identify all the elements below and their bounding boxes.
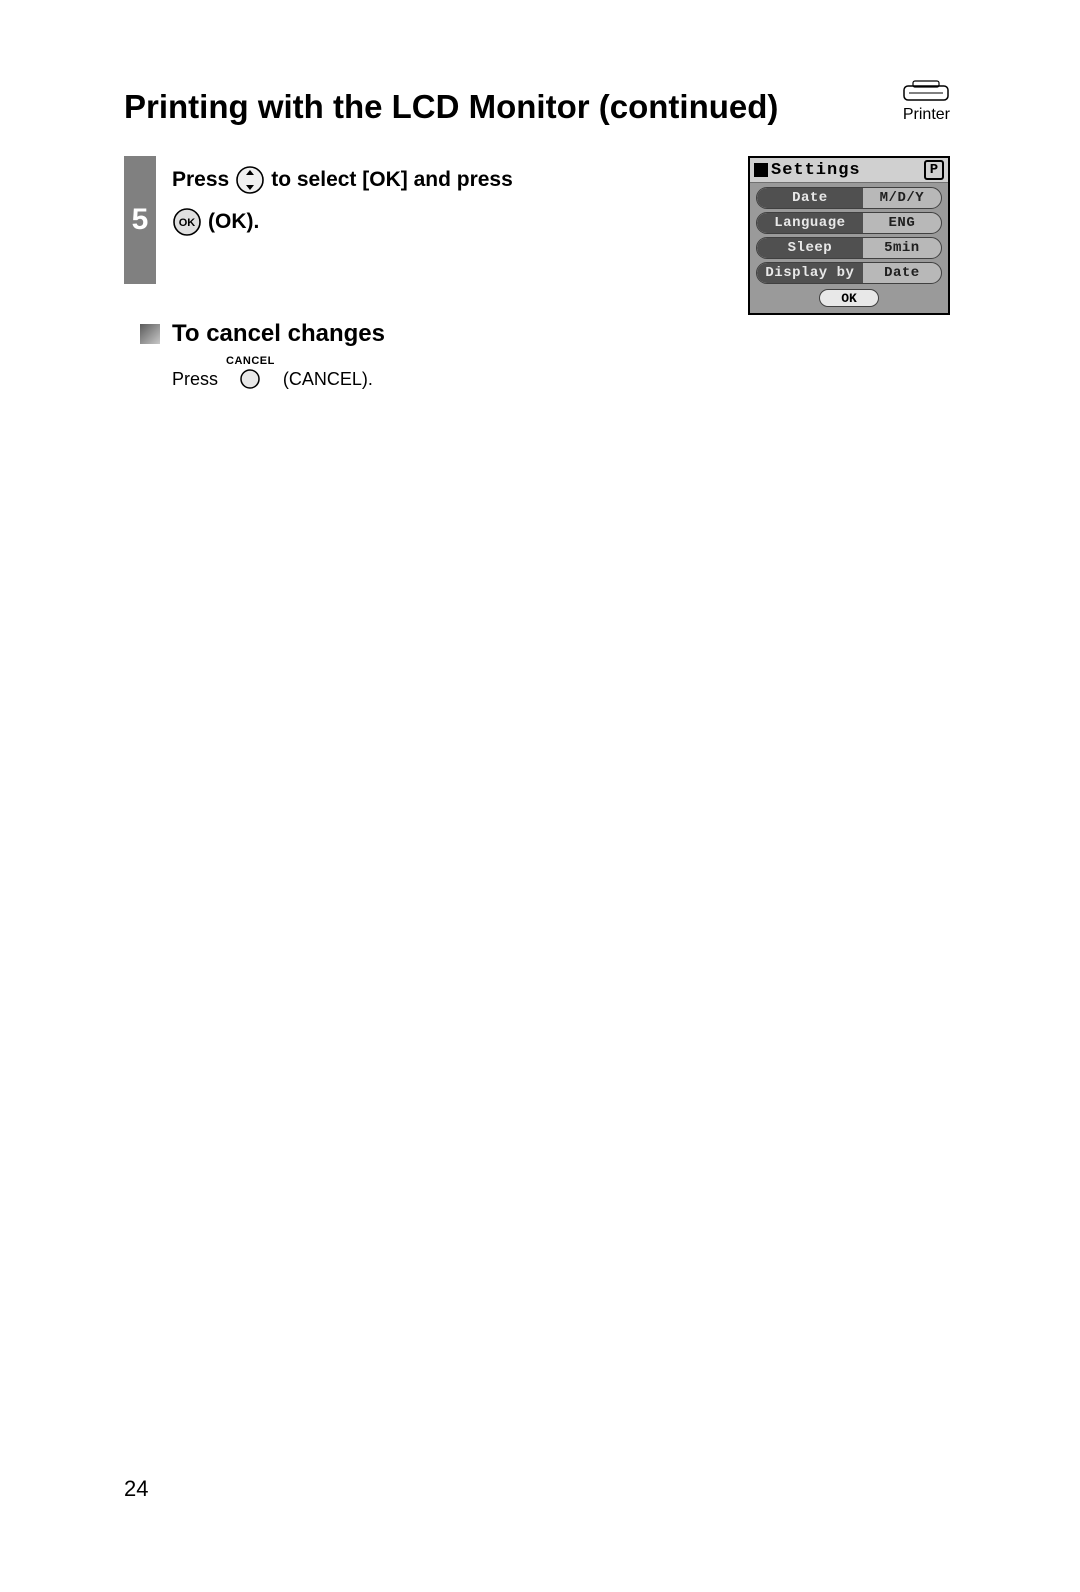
cancel-heading: To cancel changes [172, 320, 385, 348]
ok-button-icon: OK [172, 207, 202, 237]
lcd-row-language: Language ENG [756, 212, 942, 234]
printer-icon-group: Printer [903, 80, 950, 124]
printer-icon [903, 80, 949, 104]
lcd-screen: Settings P Date M/D/Y Language ENG Sleep… [748, 156, 950, 315]
step-row: 5 Press to select [OK] and press OK (OK)… [124, 156, 513, 284]
lcd-ok-pill: OK [819, 289, 879, 307]
lcd-body: Date M/D/Y Language ENG Sleep 5min Displ… [750, 183, 948, 313]
lcd-ok-row: OK [756, 289, 942, 307]
lcd-label: Date [757, 188, 863, 208]
page-title: Printing with the LCD Monitor (continued… [124, 88, 778, 126]
step-text-ok: (OK). [208, 204, 259, 240]
lcd-header: Settings P [750, 158, 948, 183]
lcd-row-date: Date M/D/Y [756, 187, 942, 209]
cancel-button-icon: CANCEL [226, 356, 275, 390]
lcd-label: Sleep [757, 238, 863, 258]
cancel-small-label: CANCEL [226, 356, 275, 367]
step-text-a: Press [172, 162, 229, 198]
lcd-label: Display by [757, 263, 863, 283]
cancel-section: To cancel changes Press CANCEL (CANCEL). [140, 320, 385, 390]
lcd-p-badge: P [924, 160, 944, 180]
section-marker-icon [140, 324, 160, 344]
cancel-body: Press CANCEL (CANCEL). [172, 356, 385, 390]
step-text-b: to select [OK] and press [271, 162, 513, 198]
step-text: Press to select [OK] and press OK (OK). [172, 156, 513, 239]
lcd-header-title: Settings [771, 161, 861, 180]
svg-text:OK: OK [179, 217, 196, 229]
lcd-row-display-by: Display by Date [756, 262, 942, 284]
step-number: 5 [124, 156, 156, 284]
lcd-value: ENG [863, 215, 941, 231]
nav-updown-icon [235, 165, 265, 195]
page-number: 24 [124, 1476, 148, 1502]
wrench-icon [754, 163, 768, 177]
cancel-suffix: (CANCEL). [283, 369, 373, 390]
printer-label: Printer [903, 106, 950, 124]
lcd-row-sleep: Sleep 5min [756, 237, 942, 259]
lcd-value: Date [863, 265, 941, 281]
lcd-value: 5min [863, 240, 941, 256]
cancel-press: Press [172, 369, 218, 390]
lcd-value: M/D/Y [863, 190, 941, 206]
lcd-label: Language [757, 213, 863, 233]
